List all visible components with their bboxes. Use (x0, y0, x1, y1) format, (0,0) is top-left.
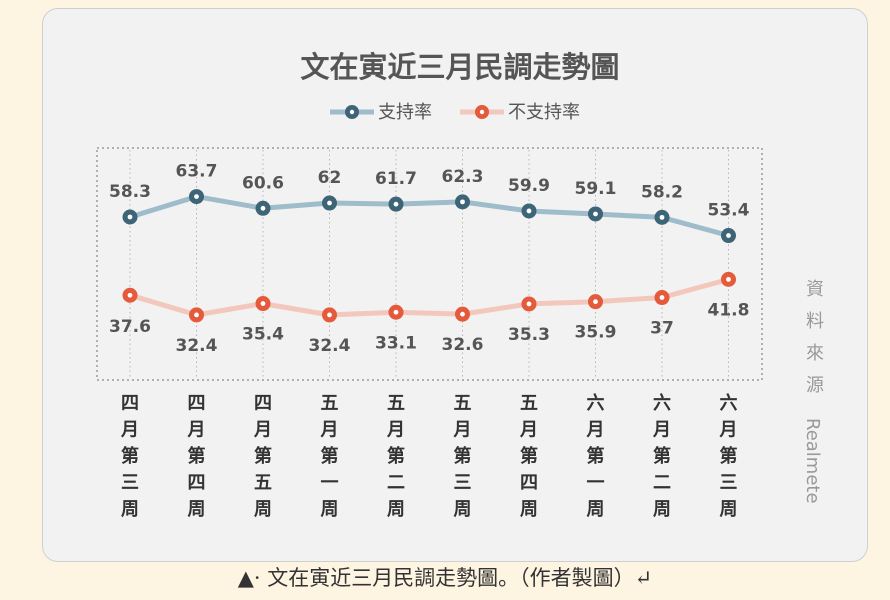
data-point-center (127, 292, 133, 298)
chart-title: 文在寅近三月民調走勢圖 (300, 50, 619, 84)
data-label: 35.4 (242, 325, 284, 345)
data-point-center (194, 194, 199, 199)
data-label: 35.9 (575, 323, 617, 343)
chart-legend: 支持率 不支持率 (330, 102, 580, 123)
data-point-center (659, 295, 665, 300)
data-point-center (460, 199, 465, 205)
data-label: 63.7 (176, 162, 218, 182)
data-label: 58.2 (641, 182, 683, 202)
data-point-center (393, 309, 399, 315)
data-label: 32.4 (309, 336, 351, 356)
data-label: 62.3 (442, 167, 484, 187)
series-line (129, 276, 730, 318)
data-point-center (327, 312, 332, 318)
data-label: 62 (318, 168, 342, 188)
data-labels: 58.3 63.7 60.6 62 61.7 62.3 59.9 59.1 58.2 53.4 37… (109, 162, 750, 356)
data-point-center (726, 233, 731, 238)
legend-swatch-dot (349, 109, 355, 115)
data-point-center (659, 214, 665, 220)
data-label: 37.6 (109, 317, 151, 337)
data-label: 59.1 (575, 179, 617, 199)
gridlines (129, 150, 729, 378)
data-point-center (127, 214, 133, 220)
data-point-center (260, 301, 266, 306)
data-label: 41.8 (708, 300, 750, 320)
legend-label: 不支持率 (508, 102, 580, 123)
data-point-center (260, 205, 266, 211)
data-point-center (726, 276, 731, 282)
x-tick-label: 五月第一周 (320, 393, 339, 520)
data-point-center (460, 311, 465, 317)
x-tick-label: 四月第五周 (253, 393, 272, 520)
data-label: 37 (650, 319, 674, 339)
x-tick-label: 六月第三周 (719, 392, 738, 520)
x-tick-label: 六月第二周 (652, 392, 671, 520)
data-point-center (593, 211, 598, 217)
x-axis-labels: 四月第三周 四月第四周 四月第五周 五月第一周 五月第二周 五月第三周 五月第四周 六月第一周… (120, 392, 738, 520)
data-label: 60.6 (242, 173, 284, 193)
data-point-center (526, 208, 532, 214)
data-label: 53.4 (708, 201, 750, 221)
data-label: 61.7 (375, 169, 417, 189)
x-tick-label: 四月第四周 (187, 393, 206, 520)
legend-swatch-dot (479, 109, 485, 115)
data-point-center (327, 200, 332, 206)
x-tick-label: 五月第四周 (519, 393, 538, 520)
data-source: 資料來源 Realmete (802, 279, 824, 504)
figure-caption: ▲· 文在寅近三月民調走勢圖。（作者製圖）↵ (237, 566, 653, 590)
data-point-center (393, 201, 399, 207)
x-tick-label: 四月第三周 (120, 393, 139, 520)
data-label: 32.4 (176, 336, 218, 356)
series-line (129, 194, 730, 238)
data-point-center (526, 301, 532, 307)
data-label: 35.3 (508, 325, 550, 345)
data-point-center (194, 312, 199, 318)
data-point-center (593, 299, 598, 305)
data-label: 32.6 (442, 335, 484, 355)
x-tick-label: 五月第二周 (386, 393, 405, 520)
source-name: Realmete (802, 418, 823, 504)
data-label: 33.1 (375, 333, 417, 353)
legend-label: 支持率 (378, 102, 432, 123)
data-label: 58.3 (109, 182, 151, 202)
line-chart: 文在寅近三月民調走勢圖 支持率 不支持率 58.3 63.7 60.6 62 61.7 62… (96, 50, 824, 520)
source-label: 資料來源 (806, 279, 824, 396)
series-layer (122, 189, 736, 323)
x-tick-label: 六月第一周 (586, 392, 605, 520)
plot-area (96, 147, 763, 381)
data-label: 59.9 (508, 176, 550, 196)
x-tick-label: 五月第三周 (453, 393, 472, 520)
